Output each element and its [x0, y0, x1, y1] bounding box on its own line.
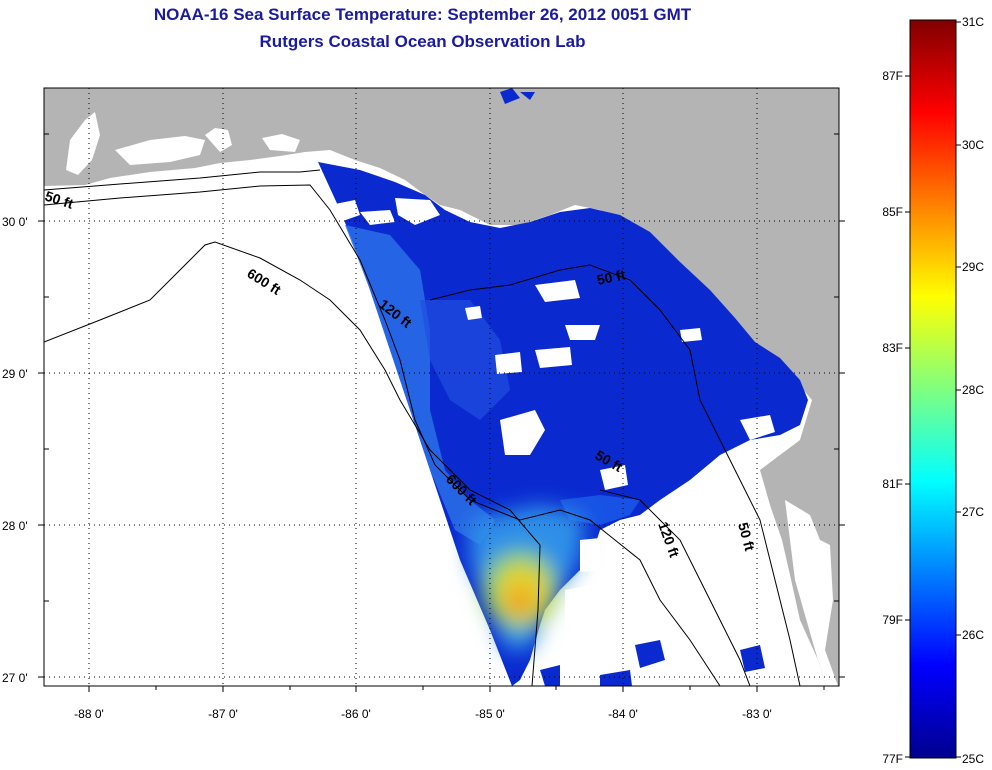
- map-subtitle: Rutgers Coastal Ocean Observation Lab: [259, 32, 586, 51]
- lon-label: -87 0': [208, 707, 238, 721]
- map-title: NOAA-16 Sea Surface Temperature: Septemb…: [153, 5, 692, 24]
- lon-label: -88 0': [74, 707, 104, 721]
- colorbar-celsius-label: 30C: [962, 138, 984, 152]
- colorbar-gradient: [909, 19, 957, 759]
- lon-label: -83 0': [742, 707, 772, 721]
- contour-label: 50 ft: [735, 521, 758, 553]
- colorbar-celsius-label: 28C: [962, 383, 984, 397]
- colorbar-fahrenheit-label: 87F: [882, 69, 903, 83]
- colorbar-celsius-label: 29C: [962, 260, 984, 274]
- contour-label: 50 ft: [595, 266, 627, 288]
- colorbar-celsius-label: 26C: [962, 628, 984, 642]
- map-frame: [43, 87, 840, 687]
- lon-label: -84 0': [608, 707, 638, 721]
- colorbar: 31C 30C 29C 28C 27C 26C 25C 87F 85F 83F …: [882, 15, 984, 766]
- sst-data: [318, 162, 808, 686]
- lon-label: -85 0': [475, 707, 505, 721]
- colorbar-fahrenheit-label: 79F: [882, 613, 903, 627]
- colorbar-celsius-label: 25C: [962, 752, 984, 766]
- lat-label: 30 0': [2, 215, 28, 229]
- colorbar-celsius-label: 31C: [962, 15, 984, 29]
- colorbar-celsius-label: 27C: [962, 505, 984, 519]
- colorbar-fahrenheit-label: 83F: [882, 341, 903, 355]
- lat-label: 28 0': [2, 519, 28, 533]
- lon-label: -86 0': [341, 707, 371, 721]
- lat-label: 27 0': [2, 671, 28, 685]
- colorbar-fahrenheit-label: 85F: [882, 205, 903, 219]
- lat-label: 29 0': [2, 367, 28, 381]
- colorbar-fahrenheit-label: 81F: [882, 477, 903, 491]
- colorbar-fahrenheit-label: 77F: [882, 752, 903, 766]
